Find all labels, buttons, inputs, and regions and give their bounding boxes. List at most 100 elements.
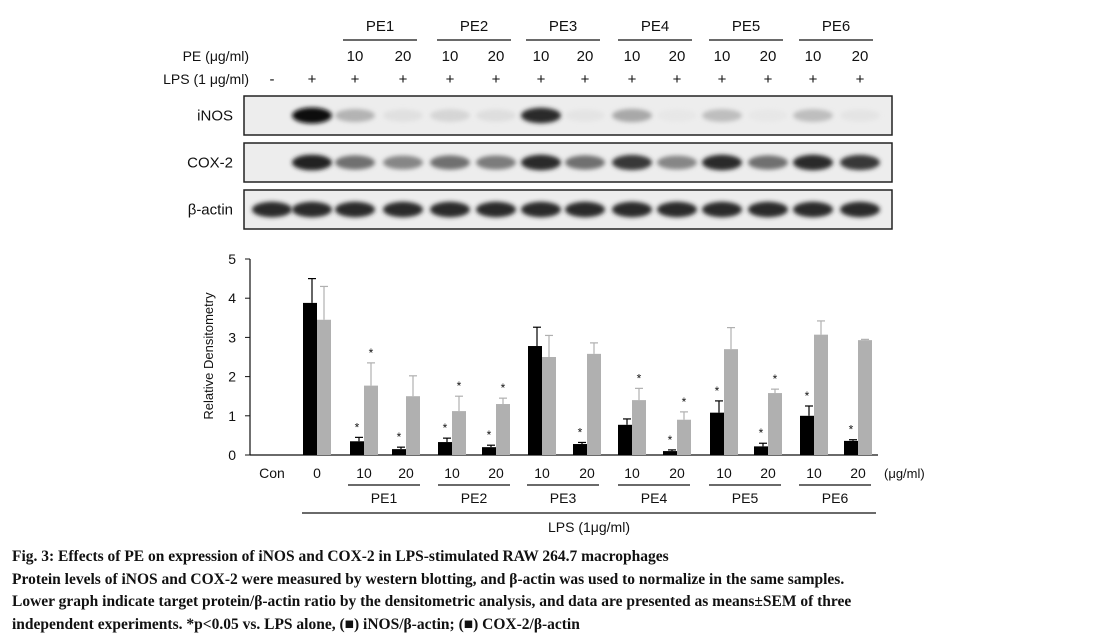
x-tick-label: 20 [669, 465, 685, 481]
bar-cox2 [814, 334, 828, 455]
group-label: PE4 [641, 490, 668, 506]
blot-band [292, 154, 332, 171]
significance-star: * [443, 421, 448, 435]
figure-svg: PE1 PE2 PE3 PE4 PE5 PE6 PE (μg/ml) LPS (1 μg/ml… [163, 18, 925, 535]
y-tick-label: 1 [228, 408, 236, 424]
blot-band [383, 201, 423, 218]
blot-band [612, 108, 652, 123]
x-tick-label: 10 [444, 465, 460, 481]
lps-sign: + [492, 71, 501, 88]
bar-inos [844, 440, 858, 455]
figure-caption: Fig. 3: Effects of PE on expression of i… [12, 546, 1072, 636]
blot-band [657, 201, 697, 218]
blot-band [748, 155, 788, 170]
x-tick-label: 10 [716, 465, 732, 481]
x-tick-label: 0 [313, 465, 321, 481]
blot-band [793, 154, 833, 171]
blot-band [430, 109, 470, 122]
bar-inos [303, 302, 317, 455]
lps-sign: + [628, 71, 637, 88]
lps-sign: + [308, 71, 317, 88]
blot-band [335, 109, 375, 122]
group-label: PE1 [371, 490, 398, 506]
blot-band [840, 201, 880, 218]
pe-dose-label: 10 [533, 48, 550, 65]
x-tick-label: 20 [850, 465, 866, 481]
bar-cox2 [364, 385, 378, 455]
x-tick-label: 20 [488, 465, 504, 481]
blot-band [430, 155, 470, 170]
group-label: PE6 [822, 490, 849, 506]
bar-inos [350, 441, 364, 455]
blot-row-label: COX-2 [187, 155, 233, 172]
bar-inos [392, 449, 406, 455]
pe-dose-label: 20 [852, 48, 869, 65]
caption-line-3: independent experiments. *p<0.05 vs. LPS… [12, 614, 1072, 637]
x-tick-label: 10 [534, 465, 550, 481]
blot-band [748, 109, 788, 122]
blot-band [612, 154, 652, 171]
blot-row-label: iNOS [197, 108, 233, 125]
bar-inos [618, 424, 632, 455]
lps-sign: + [718, 71, 727, 88]
bar-inos [528, 346, 542, 455]
blot-band [335, 155, 375, 170]
y-tick-label: 0 [228, 447, 236, 463]
significance-star: * [849, 423, 854, 437]
significance-star: * [355, 420, 360, 434]
blot-band [840, 154, 880, 171]
blot-band [521, 201, 561, 218]
bar-inos [438, 442, 452, 455]
blot-band [476, 155, 516, 170]
blot-band [565, 201, 605, 218]
y-tick-label: 5 [228, 251, 236, 267]
densitometry-chart: 0 1 2 3 4 5 Relative Densitometry Con 0 10 20 10 20 1… [201, 251, 925, 535]
significance-star: * [668, 433, 673, 447]
blot-group-label: PE4 [641, 18, 669, 35]
blot-band [335, 201, 375, 218]
lps-sign: + [581, 71, 590, 88]
bar-cox2 [496, 404, 510, 455]
significance-star: * [397, 430, 402, 444]
lps-sign: + [446, 71, 455, 88]
lps-sign: - [270, 71, 275, 88]
y-tick-label: 4 [228, 290, 236, 306]
blot-band [793, 201, 833, 218]
bar-cox2 [677, 419, 691, 455]
x-tick-label: 10 [356, 465, 372, 481]
blot-band [748, 201, 788, 218]
group-label: PE3 [550, 490, 577, 506]
pe-dose-label: 20 [577, 48, 594, 65]
blot-band [657, 155, 697, 170]
blot-band [383, 155, 423, 170]
lps-sign: + [809, 71, 818, 88]
pe-dose-label: 10 [805, 48, 822, 65]
bar-cox2 [587, 353, 601, 455]
western-blot: PE1 PE2 PE3 PE4 PE5 PE6 PE (μg/ml) LPS (1 μg/ml… [163, 18, 893, 230]
bar-inos [800, 415, 814, 455]
lps-row-label: LPS (1 μg/ml) [163, 71, 249, 87]
bar-cox2 [406, 396, 420, 455]
significance-star: * [501, 381, 506, 395]
significance-star: * [759, 426, 764, 440]
bar-cox2 [768, 393, 782, 455]
significance-star: * [637, 371, 642, 385]
blot-band [702, 109, 742, 122]
bar-cox2 [452, 411, 466, 455]
blot-band [702, 154, 742, 171]
blot-band [430, 201, 470, 218]
caption-line-1: Protein levels of iNOS and COX-2 were me… [12, 570, 845, 588]
blot-band [840, 109, 880, 122]
x-tick-label: 10 [624, 465, 640, 481]
significance-star: * [457, 379, 462, 393]
lps-sign: + [764, 71, 773, 88]
blot-band [476, 109, 516, 122]
pe-dose-label: 10 [714, 48, 731, 65]
pe-dose-label: 20 [488, 48, 505, 65]
bar-cox2 [317, 319, 331, 455]
blot-row-label: β-actin [188, 202, 233, 219]
blot-band [252, 201, 292, 218]
lps-sign: + [351, 71, 360, 88]
significance-star: * [487, 428, 492, 442]
